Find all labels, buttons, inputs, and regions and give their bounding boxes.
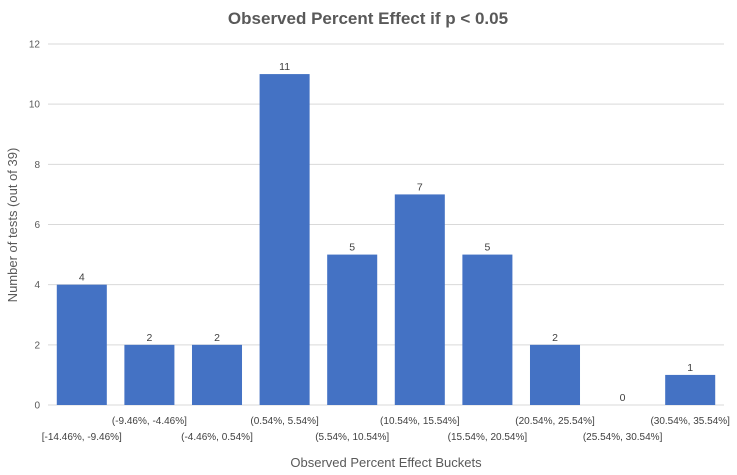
bar	[124, 344, 175, 405]
x-category-label: (15.54%, 20.54%]	[448, 432, 528, 443]
data-labels: 4 2 2 11 5 7 5 2 0 1	[79, 61, 693, 404]
x-category-label: [-14.46%, -9.46%]	[42, 432, 122, 443]
y-tick-label: 0	[34, 401, 40, 412]
data-label: 5	[484, 242, 490, 254]
x-category-label: (30.54%, 35.54%]	[650, 416, 730, 427]
x-category-label: (25.54%, 30.54%]	[583, 432, 663, 443]
data-label: 7	[417, 181, 423, 193]
y-tick-label: 4	[34, 280, 40, 291]
y-axis-ticks: 0 2 4 6 8 10 12	[29, 40, 41, 412]
x-category-label: (0.54%, 5.54%]	[250, 416, 319, 427]
data-label: 5	[349, 242, 355, 254]
y-tick-label: 2	[34, 340, 40, 351]
x-category-label: (20.54%, 25.54%]	[515, 416, 595, 427]
bar	[529, 344, 581, 405]
y-tick-label: 6	[34, 220, 40, 231]
x-axis-title: Observed Percent Effect Buckets	[290, 455, 482, 470]
bar	[394, 194, 445, 405]
data-label: 2	[214, 332, 220, 344]
bar	[462, 254, 513, 405]
data-label: 1	[687, 362, 693, 374]
y-tick-label: 12	[29, 40, 41, 51]
data-label: 2	[552, 332, 558, 344]
y-axis-title: Number of tests (out of 39)	[5, 148, 20, 303]
x-category-label: (5.54%, 10.54%]	[315, 432, 389, 443]
data-label: 4	[79, 272, 85, 284]
data-label: 0	[620, 392, 626, 404]
data-label: 11	[279, 61, 290, 73]
data-label: 2	[146, 332, 152, 344]
bar	[259, 74, 310, 405]
x-axis-categories: [-14.46%, -9.46%] (-9.46%, -4.46%] (-4.46%…	[42, 416, 730, 443]
bar	[56, 284, 107, 405]
y-tick-label: 10	[29, 100, 41, 111]
bar	[191, 344, 243, 405]
chart-title: Observed Percent Effect if p < 0.05	[228, 9, 508, 28]
x-category-label: (-9.46%, -4.46%]	[112, 416, 187, 427]
x-category-label: (-4.46%, 0.54%]	[181, 432, 253, 443]
bars	[56, 74, 716, 405]
y-tick-label: 8	[34, 160, 40, 171]
bar	[665, 374, 716, 405]
x-category-label: (10.54%, 15.54%]	[380, 416, 460, 427]
bar	[327, 254, 378, 405]
